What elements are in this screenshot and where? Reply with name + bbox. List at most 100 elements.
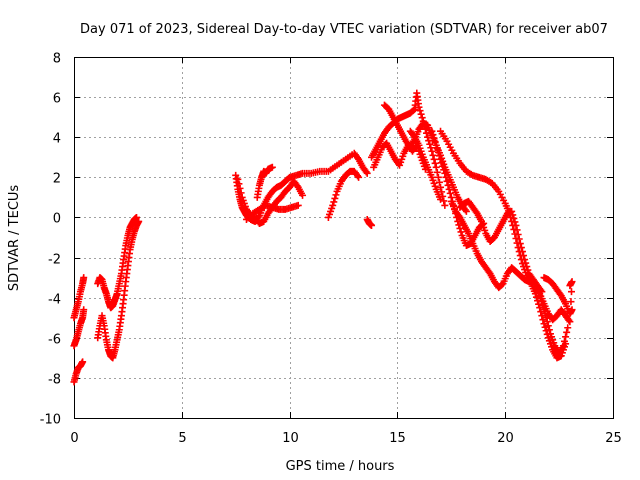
data-point [428,127,436,135]
data-point [354,172,362,180]
data-point [443,177,451,185]
series-trace-i [242,201,302,223]
data-point [355,173,363,181]
data-point [330,198,338,206]
data-point [566,282,574,290]
data-point [354,154,362,162]
data-point [362,168,370,176]
data-point [438,159,446,167]
data-point [363,169,371,177]
data-point [455,212,463,220]
x-axis-label: GPS time / hours [286,459,395,474]
series-trace-o [406,127,445,203]
chart-title: Day 071 of 2023, Sidereal Day-to-day VTE… [80,22,608,37]
data-point [536,304,544,312]
data-point [430,134,438,142]
data-point [294,201,302,209]
y-tick-label: -6 [48,333,61,348]
data-point [435,152,443,160]
grid-lines [74,57,613,418]
data-point [564,324,572,332]
data-point [329,201,337,209]
data-point [432,141,440,149]
data-point [562,333,570,341]
data-point [563,328,571,336]
series-trace-q [447,197,546,296]
data-point [432,163,440,171]
data-point [236,184,244,192]
data-point [461,206,469,214]
y-tick-label: -4 [48,293,61,308]
data-point [508,217,516,225]
y-tick-label: -10 [40,413,61,428]
data-point [506,209,514,217]
data-point [430,155,438,163]
series-trace-e [94,213,141,312]
y-tick-label: -8 [48,373,61,388]
y-tick-label: 2 [53,172,61,187]
data-point [566,308,574,316]
data-point [541,323,549,331]
series-trace-b [70,306,88,350]
x-tick-label: 20 [497,431,514,446]
data-point [417,110,425,118]
x-tick-label: 10 [282,431,299,446]
series-trace-p [428,127,488,250]
data-point [445,185,453,193]
data-point [498,281,506,289]
data-point [514,244,522,252]
data-point [567,288,575,296]
data-point [431,138,439,146]
data-point [511,230,519,238]
data-point [437,195,445,203]
data-point [540,320,548,328]
y-tick-label: 4 [53,132,61,147]
y-tick-label: -2 [48,253,61,268]
data-point [299,191,307,199]
data-point [234,175,242,183]
data-point [510,225,518,233]
data-point [441,201,449,209]
data-point [537,308,545,316]
data-point [431,159,439,167]
series-trace-h [253,163,276,201]
series-trace-s [437,127,570,362]
data-point [442,173,450,181]
data-marks [70,89,576,386]
y-tick-label: 6 [53,92,61,107]
series-trace-k [363,215,376,229]
data-point [268,163,276,171]
series-trace-j [324,167,363,221]
data-point [133,213,141,221]
data-point [562,340,570,348]
data-point [79,358,87,366]
y-tick-label: 8 [53,52,61,67]
data-point [544,322,552,330]
data-point [410,106,418,114]
data-point [515,248,523,256]
data-point [446,189,454,197]
series-trace-u [536,278,576,326]
data-point [427,144,435,152]
data-point [433,145,441,153]
data-point [565,316,573,324]
x-tick-label: 0 [70,431,78,446]
data-point [331,194,339,202]
data-point [517,256,525,264]
data-point [410,132,418,140]
data-point [507,213,515,221]
data-point [456,224,464,232]
data-point [237,189,245,197]
data-point [516,252,524,260]
series-trace-d [94,217,143,362]
data-point [293,182,301,190]
data-point [415,103,423,111]
data-point [235,180,243,188]
data-point [509,221,517,229]
data-point [435,178,443,186]
data-point [416,107,424,115]
y-axis-label: SDTVAR / TECUs [7,185,22,292]
data-point [472,208,480,216]
data-point [440,166,448,174]
